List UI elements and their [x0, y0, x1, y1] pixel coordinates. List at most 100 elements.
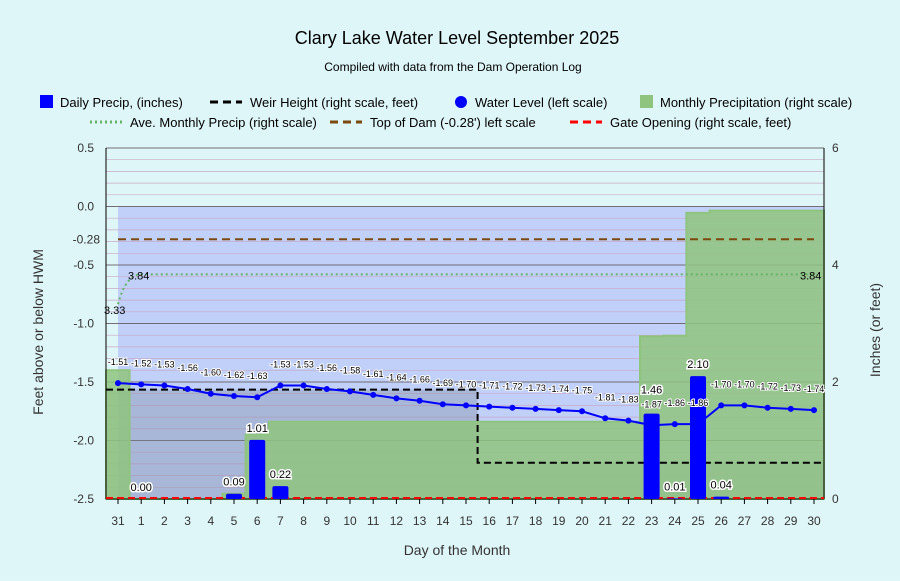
right-tick-label: 6 — [832, 141, 839, 155]
water-level-label: -1.71 — [479, 381, 500, 391]
x-tick-label: 29 — [784, 514, 798, 528]
water-level-point — [811, 407, 817, 414]
water-level-label: -1.72 — [502, 382, 523, 392]
x-tick-label: 10 — [343, 514, 357, 528]
water-level-label: -1.70 — [456, 379, 477, 389]
water-level-label: -1.53 — [270, 360, 291, 370]
x-tick-label: 14 — [436, 514, 450, 528]
left-tick-label: 0.5 — [77, 141, 94, 155]
precip-bar — [666, 498, 683, 499]
legend-label: Monthly Precipitation (right scale) — [660, 95, 852, 110]
precip-label: 2.10 — [687, 359, 708, 371]
water-level-label: -1.53 — [293, 360, 314, 370]
water-level-label: -1.62 — [224, 370, 245, 380]
precip-bar — [272, 486, 289, 499]
water-level-point — [347, 388, 353, 395]
water-level-label: -1.73 — [525, 383, 546, 393]
x-tick-label: 16 — [483, 514, 497, 528]
water-level-label: -1.56 — [177, 363, 198, 373]
x-tick-label: 13 — [413, 514, 427, 528]
legend-swatch — [640, 95, 653, 108]
precip-label: 0.00 — [130, 482, 151, 494]
precip-label: 0.01 — [664, 481, 685, 493]
left-tick-label: -2.0 — [73, 434, 94, 448]
precip-bar — [226, 493, 242, 499]
water-level-point — [741, 402, 748, 409]
precip-label: 0.04 — [710, 480, 731, 492]
avg-label-start: 3.33 — [104, 305, 125, 317]
water-level-label: -1.61 — [363, 369, 384, 379]
water-level-label: -1.69 — [433, 378, 454, 388]
x-tick-label: 21 — [599, 514, 613, 528]
precip-label: 1.01 — [246, 423, 267, 435]
x-tick-label: 5 — [231, 514, 238, 528]
left-tick-label: -1.0 — [73, 317, 94, 331]
x-tick-label: 19 — [552, 514, 566, 528]
water-level-point — [648, 422, 655, 429]
left-tick-label: 0.0 — [77, 200, 94, 214]
water-level-label: -1.86 — [665, 398, 686, 408]
water-level-point — [439, 401, 446, 408]
x-tick-label: 3 — [184, 514, 191, 528]
water-level-point — [370, 391, 377, 398]
water-level-label: -1.70 — [734, 379, 755, 389]
water-level-point — [254, 394, 261, 401]
avg-label: 3.84 — [128, 270, 149, 282]
water-level-point — [416, 397, 423, 404]
chart-subtitle: Compiled with data from the Dam Operatio… — [324, 60, 581, 74]
water-level-label: -1.58 — [340, 365, 361, 375]
legend-swatch — [40, 95, 53, 108]
x-tick-label: 31 — [111, 514, 125, 528]
water-level-label: -1.56 — [317, 363, 338, 373]
water-level-point — [532, 405, 539, 412]
water-level-point — [161, 382, 168, 389]
x-tick-label: 17 — [506, 514, 520, 528]
precip-bar — [249, 439, 266, 499]
x-tick-label: 22 — [622, 514, 636, 528]
water-level-point — [625, 417, 632, 424]
y-right-label: Inches (or feet) — [867, 283, 883, 377]
water-level-point — [486, 403, 493, 410]
precip-bar — [643, 413, 660, 499]
water-level-point — [602, 415, 609, 422]
right-tick-label: 4 — [832, 258, 839, 272]
water-level-point — [579, 408, 585, 415]
water-level-label: -1.70 — [711, 379, 732, 389]
x-tick-label: 24 — [668, 514, 682, 528]
left-tick-label: -2.5 — [73, 492, 94, 506]
precip-bar — [690, 376, 706, 499]
x-tick-label: 30 — [807, 514, 821, 528]
water-level-label: -1.73 — [781, 383, 802, 393]
legend: Daily Precip, (inches) Weir Height (right… — [40, 95, 852, 130]
x-tick-label: 26 — [715, 514, 729, 528]
water-level-label: -1.83 — [618, 395, 639, 405]
x-tick-label: 6 — [254, 514, 261, 528]
x-tick-label: 27 — [738, 514, 752, 528]
water-level-point — [115, 380, 121, 387]
legend-label: Water Level (left scale) — [475, 95, 607, 110]
water-level-label: -1.63 — [247, 371, 268, 381]
legend-label: Daily Precip, (inches) — [60, 95, 183, 110]
precip-label: 0.22 — [270, 469, 291, 481]
water-level-point — [764, 404, 771, 411]
x-tick-label: 9 — [323, 514, 330, 528]
precip-label: 1.46 — [641, 384, 662, 396]
legend-label: Top of Dam (-0.28') left scale — [370, 115, 536, 130]
x-tick-label: 8 — [300, 514, 307, 528]
y-left-label: Feet above or below HWM — [30, 249, 46, 415]
x-tick-label: 23 — [645, 514, 659, 528]
water-level-point — [207, 390, 214, 397]
x-tick-label: 15 — [459, 514, 473, 528]
precip-label: 0.09 — [223, 477, 244, 489]
right-tick-label: 2 — [832, 375, 839, 389]
x-tick-label: 2 — [161, 514, 168, 528]
water-level-label: -1.64 — [386, 372, 407, 382]
x-tick-label: 18 — [529, 514, 543, 528]
water-level-label: -1.81 — [595, 392, 616, 402]
water-level-label: -1.52 — [131, 358, 152, 368]
water-level-point — [718, 402, 725, 409]
water-level-point — [671, 421, 678, 428]
